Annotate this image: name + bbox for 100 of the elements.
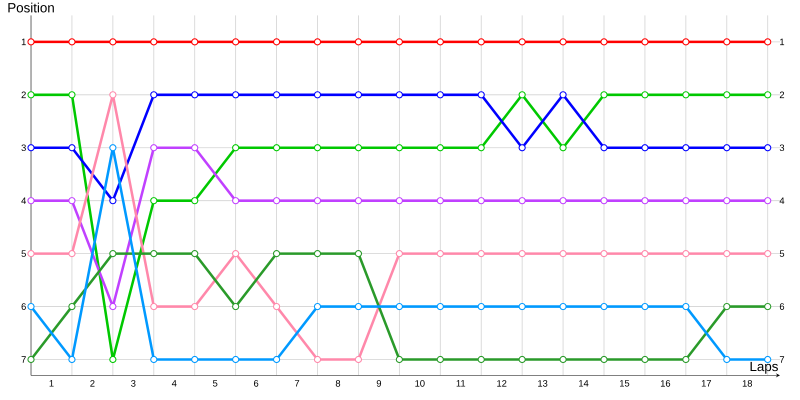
point [478, 356, 485, 363]
point [723, 356, 730, 363]
x-tick-label: 4 [172, 380, 177, 386]
x-tick-label: 17 [702, 380, 712, 386]
point [600, 38, 608, 46]
point [518, 356, 526, 363]
point [109, 38, 116, 46]
point [396, 144, 403, 152]
point [518, 302, 526, 310]
point [641, 356, 649, 363]
point [314, 144, 322, 152]
x-tick-label: 5 [212, 380, 218, 386]
point [314, 91, 322, 98]
point [68, 144, 76, 152]
y-tick-label: 1 [22, 38, 26, 45]
point [354, 38, 362, 46]
point [272, 196, 280, 204]
point [27, 196, 35, 204]
point [478, 250, 485, 258]
point [68, 38, 76, 46]
point [723, 196, 730, 204]
point [232, 196, 240, 204]
point [150, 144, 158, 152]
point [682, 91, 690, 98]
point [68, 302, 76, 310]
point [682, 250, 690, 258]
point [314, 250, 322, 258]
point [354, 196, 362, 204]
point [641, 144, 649, 152]
x-tick-label: 1 [50, 380, 54, 386]
point [559, 144, 567, 152]
point [436, 250, 444, 258]
point [396, 302, 403, 310]
point [27, 302, 35, 310]
point [600, 144, 608, 152]
y-tick-label: 7 [22, 356, 26, 363]
point [641, 91, 649, 98]
point [764, 38, 772, 46]
y2-tick-label: 2 [780, 91, 784, 98]
y2-tick-label: 5 [780, 250, 784, 257]
point [272, 91, 280, 98]
point [764, 302, 772, 310]
x-tick-label: 14 [579, 380, 588, 386]
point [396, 356, 403, 363]
y2-tick-label: 7 [780, 356, 784, 363]
point [682, 356, 690, 363]
point [354, 302, 362, 310]
point [600, 91, 608, 98]
point [682, 196, 690, 204]
point [436, 38, 444, 46]
point [191, 144, 198, 152]
point [723, 250, 730, 258]
point [27, 91, 35, 98]
point [436, 196, 444, 204]
x-tick-label: 11 [456, 380, 466, 386]
point [314, 38, 322, 46]
point [436, 356, 444, 363]
y-axis-title: Position [8, 2, 54, 12]
point [191, 38, 198, 46]
point [27, 38, 35, 46]
point [641, 250, 649, 258]
point [68, 356, 76, 363]
point [682, 38, 690, 46]
point [354, 356, 362, 363]
point [641, 38, 649, 46]
point [478, 91, 485, 98]
point [436, 91, 444, 98]
point [232, 91, 240, 98]
point [396, 250, 403, 258]
point [109, 196, 116, 204]
y-tick-label: 6 [22, 303, 26, 310]
point [232, 38, 240, 46]
point [764, 144, 772, 152]
y-tick-label: 2 [22, 91, 26, 98]
y2-tick-label: 4 [780, 197, 784, 204]
point [191, 91, 198, 98]
x-tick-label: 7 [294, 380, 300, 386]
point [191, 196, 198, 204]
point [272, 250, 280, 258]
point [314, 356, 322, 363]
x-tick-label: 8 [336, 380, 340, 387]
point [232, 356, 240, 363]
x-tick-label: 3 [131, 380, 136, 387]
point [150, 91, 158, 98]
point [518, 38, 526, 46]
x-tick-label: 13 [538, 380, 548, 387]
point [600, 302, 608, 310]
point [396, 38, 403, 46]
point [150, 38, 158, 46]
point [518, 144, 526, 152]
point [109, 144, 116, 152]
point [272, 144, 280, 152]
point [68, 91, 76, 98]
point [396, 196, 403, 204]
point [764, 91, 772, 98]
point [559, 91, 567, 98]
point [764, 250, 772, 258]
point [232, 250, 240, 258]
x-tick-label: 9 [376, 380, 382, 387]
point [723, 302, 730, 310]
